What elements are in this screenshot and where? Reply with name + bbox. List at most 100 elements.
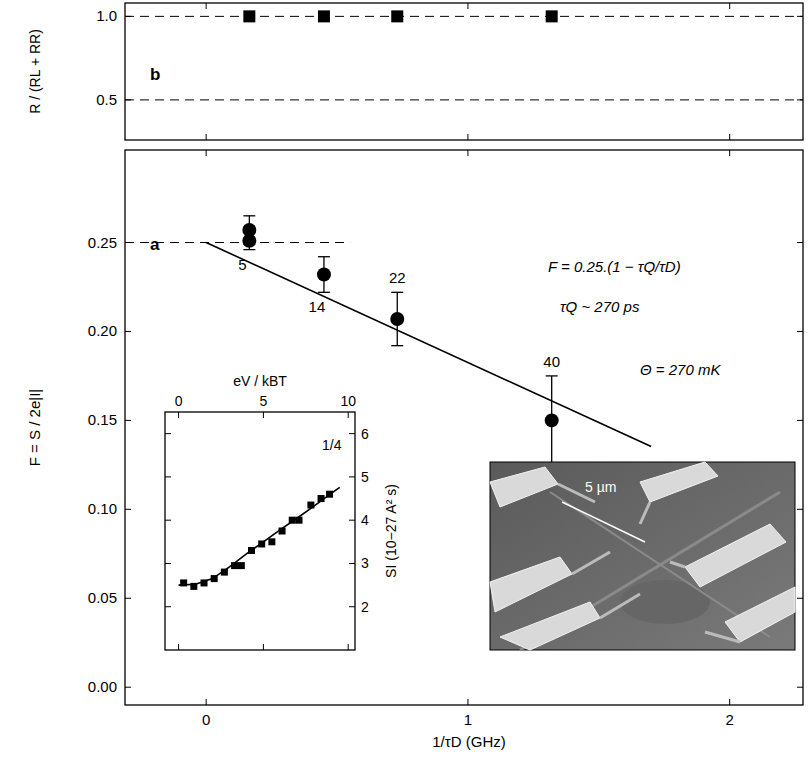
y-tick: [165, 433, 171, 434]
x-tick: [263, 412, 264, 418]
y-tick: [797, 331, 803, 332]
y-tick: [125, 16, 131, 17]
x-tick: [206, 699, 207, 705]
error-bar: [391, 292, 403, 345]
y-tick-label: 6: [361, 426, 369, 442]
point: [238, 562, 245, 569]
error-cap: [243, 249, 255, 250]
plot-background: [165, 412, 355, 650]
x-tick: [467, 699, 468, 705]
x-tick-label: 0: [202, 711, 210, 728]
sem-finger: [640, 502, 650, 524]
sem-contact: [725, 587, 795, 642]
sem-contact: [640, 462, 718, 502]
point: [390, 312, 404, 326]
x-tick: [206, 134, 207, 140]
sem-image: 5 µm: [490, 462, 795, 650]
x-tick: [467, 3, 468, 9]
point-label: 40: [543, 353, 560, 370]
y-tick: [125, 420, 131, 421]
panel-letter: a: [150, 235, 160, 254]
y-tick: [797, 687, 803, 688]
error-cap: [318, 256, 330, 257]
x-tick: [467, 134, 468, 140]
panel: 0 5 10 2 3 4 5 6 eV / kBT SI (10−27 A² s) 1/4: [165, 373, 399, 650]
x-axis-title: eV / kBT: [233, 373, 287, 389]
x-tick: [348, 644, 349, 650]
y-tick: [797, 598, 803, 599]
y-tick: [125, 509, 131, 510]
x-tick-label: 2: [726, 711, 734, 728]
line: [179, 487, 340, 585]
x-tick: [729, 134, 730, 140]
y-tick-label: 0.10: [88, 500, 117, 517]
y-tick: [797, 16, 803, 17]
frame: [125, 150, 803, 705]
y-tick-label: 0.00: [88, 678, 117, 695]
error-cap: [391, 292, 403, 293]
frame: [165, 412, 355, 650]
y-axis-title: SI (10−27 A² s): [383, 484, 399, 578]
plot-background: [125, 3, 803, 140]
sem-finger: [600, 594, 640, 618]
error-bar: [546, 376, 558, 465]
frame: [125, 3, 803, 140]
error-cap: [318, 292, 330, 293]
sem-contact: [500, 602, 600, 650]
annotation: Θ = 270 mK: [640, 361, 721, 378]
x-axis-title: 1/τD (GHz): [432, 733, 505, 750]
y-tick-label: 0.05: [88, 589, 117, 606]
panel: 0.51.0bR / (RL + RR): [27, 3, 803, 140]
y-tick: [125, 99, 131, 100]
grid-line: [125, 99, 803, 100]
y-axis-title: R / (RL + RR): [27, 29, 43, 114]
panel-letter: b: [150, 65, 160, 84]
plot-background: [125, 150, 803, 705]
annotation: 1/4: [322, 437, 342, 453]
y-tick: [349, 563, 355, 564]
y-tick-label: 3: [361, 555, 369, 571]
sem-contact: [490, 557, 572, 612]
plot-area: [179, 487, 340, 590]
sem-feature: [620, 580, 710, 624]
y-axis-title: F = S / 2e|I|: [26, 389, 43, 466]
panel: 0120.000.050.100.150.200.255142240aF = S…: [26, 150, 803, 750]
sem-background: [490, 462, 795, 650]
y-tick: [797, 99, 803, 100]
x-tick: [178, 644, 179, 650]
y-tick: [165, 520, 171, 521]
x-tick: [263, 644, 264, 650]
y-tick-label: 5: [361, 469, 369, 485]
grid-line: [125, 16, 803, 17]
y-tick-label: 0.25: [88, 234, 117, 251]
scale-bar: [562, 502, 645, 542]
y-tick: [349, 606, 355, 607]
y-tick: [125, 598, 131, 599]
point: [317, 268, 331, 282]
x-tick: [348, 412, 349, 418]
x-tick-label: 5: [259, 393, 267, 409]
y-tick: [797, 420, 803, 421]
x-tick-label: 0: [175, 393, 183, 409]
y-tick: [349, 476, 355, 477]
y-tick-label: 1.0: [96, 7, 117, 24]
scale-label: 5 µm: [585, 479, 616, 495]
annotation: τQ ~ 270 ps: [560, 298, 640, 315]
x-tick: [467, 150, 468, 156]
error-bar: [318, 257, 330, 293]
sem-contact: [685, 524, 786, 587]
annotation: F = 0.25.(1 − τQ/τD): [548, 258, 681, 275]
y-tick: [349, 433, 355, 434]
y-tick: [165, 476, 171, 477]
error-cap: [546, 375, 558, 376]
sem-finger: [670, 562, 685, 567]
point-label: 5: [238, 256, 246, 273]
sem-contact: [490, 467, 558, 507]
y-tick-label: 2: [361, 599, 369, 615]
y-tick-label: 4: [361, 512, 369, 528]
x-tick: [729, 150, 730, 156]
error-bar: [243, 232, 255, 250]
x-tick-label: 10: [340, 393, 356, 409]
y-tick-label: 0.20: [88, 322, 117, 339]
point: [545, 413, 559, 427]
